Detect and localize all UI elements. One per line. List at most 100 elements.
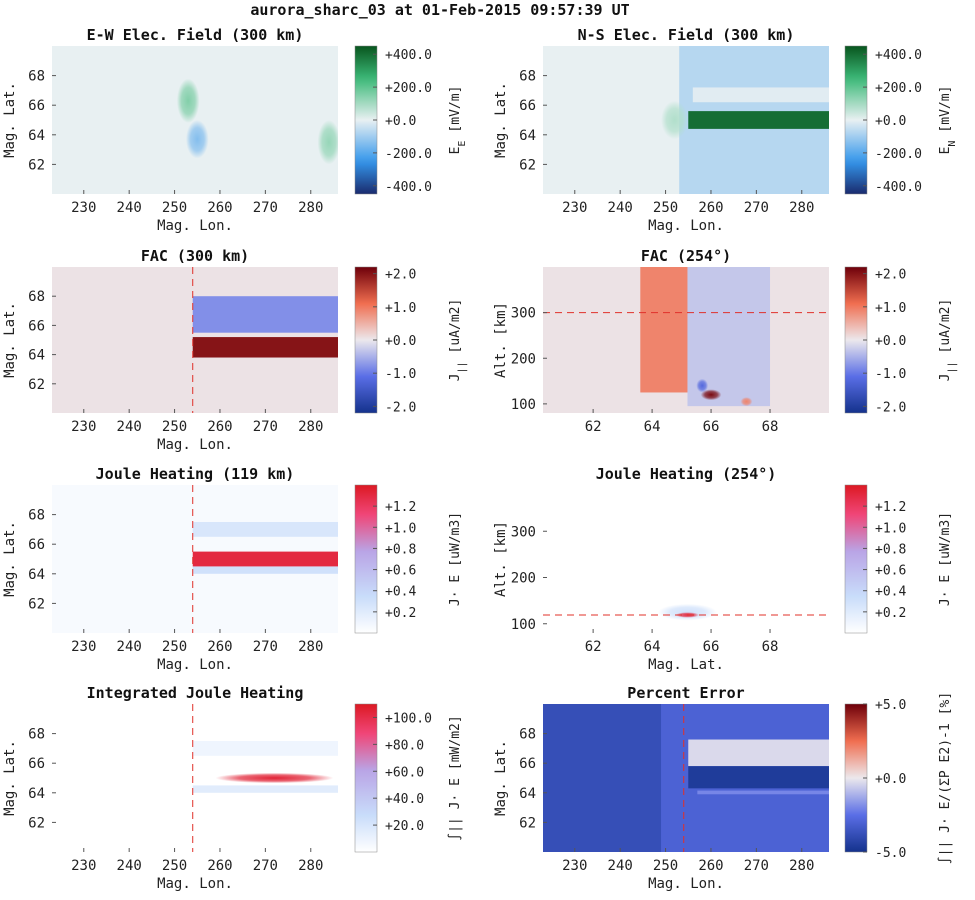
- y-tick-label: 64: [519, 786, 536, 802]
- heatmap-blob-4: [740, 397, 753, 407]
- heatmap-region-1: [692, 87, 829, 103]
- colorbar-label-symbol: J: [448, 374, 463, 382]
- colorbar-label: EE [mV/m]: [448, 86, 468, 155]
- heatmap-blob-3: [696, 378, 709, 393]
- colorbar-tick-label: +2.0: [875, 268, 906, 283]
- colorbar-tick-label: +400.0: [385, 48, 432, 63]
- y-axis-label: Mag. Lat.: [2, 740, 18, 816]
- x-tick-label: 250: [162, 200, 187, 216]
- x-tick-label: 230: [71, 200, 96, 216]
- heatmap-blob-3: [661, 100, 689, 140]
- panel-jh_alt: 62 64 66 68 100 200 300 Joule Heating (254°) Mag…: [493, 465, 953, 673]
- y-tick-label: 62: [28, 596, 45, 612]
- y-axis-label: Mag. Lat.: [493, 740, 509, 816]
- colorbar-tick-label: +1.0: [385, 301, 416, 316]
- colorbar-tick-label: +1.0: [875, 521, 906, 536]
- y-tick-label: 68: [28, 727, 45, 743]
- y-tick-label: 62: [28, 815, 45, 831]
- y-tick-label: 68: [28, 69, 45, 85]
- x-tick-label: 280: [298, 858, 323, 874]
- x-tick-label: 62: [585, 639, 602, 655]
- colorbar-label-symbol: J: [938, 374, 953, 382]
- colorbar-label-subscript: ||: [947, 361, 958, 373]
- x-axis-label: Mag. Lon.: [157, 218, 233, 234]
- heatmap-background: [52, 46, 338, 194]
- colorbar-tick-label: -1.0: [385, 367, 416, 382]
- y-tick-label: 62: [519, 815, 536, 831]
- x-tick-label: 270: [253, 639, 278, 655]
- colorbar-tick-label: +0.2: [875, 606, 906, 621]
- y-tick-label: 200: [511, 351, 536, 367]
- x-tick-label: 260: [207, 639, 232, 655]
- colorbar: [354, 484, 378, 634]
- x-tick-label: 250: [653, 858, 678, 874]
- x-tick-label: 240: [117, 639, 142, 655]
- y-tick-label: 66: [28, 98, 45, 114]
- x-tick-label: 280: [789, 200, 814, 216]
- heatmap-region-3: [697, 790, 829, 795]
- y-tick-label: 100: [511, 397, 536, 413]
- heatmap-region-2: [688, 766, 829, 789]
- panel-title: FAC (254°): [641, 247, 731, 265]
- y-tick-label: 300: [511, 306, 536, 322]
- colorbar-tick-label: +1.2: [385, 500, 416, 515]
- y-tick-label: 66: [519, 98, 536, 114]
- x-axis-label: Mag. Lon.: [157, 876, 233, 892]
- colorbar-tick-label: +0.8: [385, 542, 416, 557]
- heatmap-region-0: [192, 296, 338, 333]
- colorbar-label: J· E [uW/m3]: [448, 512, 463, 606]
- heatmap-blob-0: [657, 603, 717, 621]
- colorbar-tick-label: -1.0: [875, 367, 906, 382]
- heatmap-region-2: [688, 111, 829, 129]
- y-tick-label: 62: [28, 377, 45, 393]
- heatmap-blob-2: [700, 389, 722, 401]
- panel-title: FAC (300 km): [141, 247, 249, 265]
- x-tick-label: 260: [207, 419, 232, 435]
- heatmap-region-1: [192, 566, 338, 574]
- colorbar-tick-label: +0.0: [385, 334, 416, 349]
- colorbar-label-unit: [uW/m3]: [448, 512, 463, 567]
- x-tick-label: 68: [762, 639, 779, 655]
- x-axis-label: Mag. Lon.: [648, 876, 724, 892]
- heatmap-region-0: [192, 522, 338, 537]
- x-tick-label: 230: [71, 419, 96, 435]
- panel-jh_lon: 230 240 250 260 270 280 62 64 66 68 Joule Heating …: [2, 465, 463, 673]
- colorbar-label-symbol: J· E: [938, 575, 953, 606]
- panel-ns: 230 240 250 260 270 280 62 64 66 68 N-S Elec. Fiel…: [493, 26, 958, 234]
- y-axis-label: Alt. [km]: [493, 302, 509, 378]
- x-tick-label: 230: [71, 639, 96, 655]
- x-tick-label: 62: [585, 419, 602, 435]
- colorbar-label: ∫|| J· E/(ΣP E2)-1 [%]: [937, 692, 953, 864]
- y-tick-label: 66: [28, 537, 45, 553]
- x-axis-label: Mag. Lon.: [157, 657, 233, 673]
- colorbar-tick-label: +0.0: [875, 334, 906, 349]
- colorbar-label-unit: [mW/m2]: [448, 715, 463, 770]
- y-tick-label: 64: [519, 128, 536, 144]
- colorbar-tick-label: +0.6: [385, 564, 416, 579]
- x-tick-label: 64: [644, 419, 661, 435]
- y-tick-label: 68: [519, 727, 536, 743]
- colorbar-tick-label: +1.0: [385, 521, 416, 536]
- x-tick-label: 260: [207, 200, 232, 216]
- x-tick-label: 260: [698, 200, 723, 216]
- x-tick-label: 250: [162, 419, 187, 435]
- colorbar-label: EN [mV/m]: [938, 86, 958, 155]
- x-tick-label: 240: [117, 419, 142, 435]
- x-tick-label: 240: [117, 858, 142, 874]
- y-tick-label: 68: [28, 289, 45, 305]
- colorbar-tick-label: +0.4: [875, 585, 906, 600]
- x-tick-label: 66: [703, 639, 720, 655]
- heatmap-region-2: [192, 551, 338, 567]
- colorbar-tick-label: +2.0: [385, 268, 416, 283]
- colorbar-tick-label: +0.6: [875, 564, 906, 579]
- x-tick-label: 250: [162, 858, 187, 874]
- panel-fac_alt: 62 64 66 68 100 200 300 FAC (254°) Alt. [km] +2.0…: [493, 247, 958, 435]
- x-tick-label: 270: [253, 200, 278, 216]
- y-tick-label: 64: [28, 567, 45, 583]
- y-tick-label: 200: [511, 571, 536, 587]
- panel-title: Joule Heating (119 km): [96, 465, 295, 483]
- heatmap-region-0: [192, 741, 338, 756]
- x-tick-label: 280: [298, 200, 323, 216]
- colorbar-label-symbol: E: [448, 147, 463, 155]
